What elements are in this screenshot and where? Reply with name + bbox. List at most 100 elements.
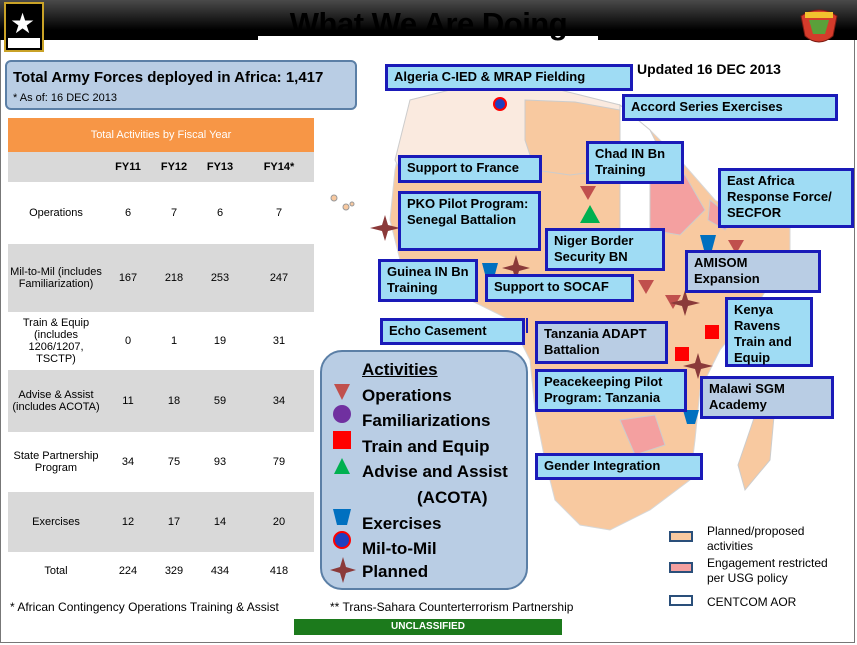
callout-echo: Echo Casement bbox=[380, 318, 525, 345]
cell-value: 418 bbox=[269, 565, 289, 577]
operations-marker bbox=[580, 186, 596, 200]
planned-marker bbox=[670, 290, 700, 316]
row-label: Advise & Assist (includes ACOTA) bbox=[12, 389, 100, 413]
callout-kenya: Kenya Ravens Train and Equip bbox=[725, 297, 813, 367]
row-label: State Partnership Program bbox=[13, 450, 99, 474]
table-caption: Total Activities by Fiscal Year bbox=[8, 118, 314, 152]
cell-value: 19 bbox=[213, 335, 227, 347]
title-underline-mask bbox=[258, 36, 598, 44]
cell-value: 17 bbox=[167, 516, 181, 528]
legend-item: Train and Equip bbox=[362, 437, 490, 456]
as-of-date: * As of: 16 DEC 2013 bbox=[13, 92, 117, 104]
cell-value: 14 bbox=[213, 516, 227, 528]
cell-value: 253 bbox=[210, 272, 230, 284]
column-header: FY11 bbox=[115, 161, 141, 173]
zimbabwe-region bbox=[619, 414, 666, 456]
operations-marker bbox=[665, 295, 681, 309]
cell-value: 93 bbox=[213, 456, 227, 468]
table-row: Mil-to-Mil (includes Familiarization) 16… bbox=[8, 244, 314, 312]
usaraf-patch-icon bbox=[800, 9, 838, 43]
planned-key-label: Planned/proposed activities bbox=[707, 524, 805, 553]
cell-value: 18 bbox=[167, 395, 181, 407]
restricted-key-label: Engagement restricted per USG policy bbox=[707, 556, 828, 585]
callout-algeria: Algeria C-IED & MRAP Fielding bbox=[385, 64, 633, 91]
cell-value: 11 bbox=[122, 395, 134, 407]
legend-heading: Activities bbox=[362, 360, 438, 379]
cell-value: 7 bbox=[170, 207, 178, 219]
exercise-marker bbox=[683, 410, 699, 424]
cell-value: 0 bbox=[124, 335, 132, 347]
table-total-row: Total 224 329 434 418 bbox=[8, 552, 314, 590]
cell-value: 75 bbox=[167, 456, 181, 468]
cell-value: 434 bbox=[210, 565, 230, 577]
table-header-blank bbox=[8, 152, 104, 182]
cell-value: 218 bbox=[164, 272, 184, 284]
cell-value: 34 bbox=[272, 395, 286, 407]
title-bar bbox=[0, 0, 857, 40]
train-equip-marker bbox=[705, 325, 719, 339]
column-header: FY13 bbox=[206, 161, 234, 173]
activities-legend: Activities Operations Familiarizations T… bbox=[320, 350, 528, 590]
table-row: Train & Equip (includes 1206/1207, TSCTP… bbox=[8, 312, 314, 370]
legend-item: Planned bbox=[362, 562, 429, 581]
planned-marker bbox=[683, 353, 713, 379]
total-forces-box: Total Army Forces deployed in Africa: 1,… bbox=[5, 60, 357, 110]
callout-pko-senegal: PKO Pilot Program: Senegal Battalion bbox=[398, 191, 541, 251]
cell-value: 20 bbox=[272, 516, 286, 528]
callout-tanzania-adapt: Tanzania ADAPT Battalion bbox=[535, 321, 668, 364]
table-row: Exercises 12 17 14 20 bbox=[8, 492, 314, 552]
army-star-icon: ★ bbox=[10, 8, 36, 39]
page-title: What We Are Doing bbox=[289, 6, 568, 41]
cell-value: 7 bbox=[275, 207, 283, 219]
callout-chad: Chad IN Bn Training bbox=[586, 141, 684, 184]
callout-east-africa: East Africa Response Force/ SECFOR bbox=[718, 168, 854, 228]
cell-value: 59 bbox=[213, 395, 227, 407]
familiarization-legend-icon bbox=[333, 405, 351, 423]
exercise-legend-icon bbox=[333, 509, 351, 525]
legend-item: Operations bbox=[362, 386, 452, 405]
callout-socaf: Support to SOCAF bbox=[485, 274, 634, 302]
centcom-key-swatch bbox=[669, 595, 693, 606]
activities-table: Total Activities by Fiscal Year FY11 FY1… bbox=[8, 118, 314, 590]
cell-value: 6 bbox=[124, 207, 132, 219]
row-label: Operations bbox=[29, 207, 83, 219]
cell-value: 329 bbox=[164, 565, 184, 577]
cell-value: 6 bbox=[216, 207, 224, 219]
planned-marker bbox=[370, 215, 400, 241]
callout-niger: Niger Border Security BN bbox=[545, 228, 665, 271]
army-logo: ★ bbox=[4, 2, 44, 52]
footnote-acota: * African Contingency Operations Trainin… bbox=[10, 600, 279, 614]
operations-marker bbox=[728, 240, 744, 254]
legend-item: Exercises bbox=[362, 514, 442, 533]
operations-marker bbox=[638, 280, 654, 294]
total-forces-label: Total Army Forces deployed in Africa: 1,… bbox=[13, 69, 324, 86]
mil-to-mil-marker bbox=[493, 97, 507, 111]
advise-assist-marker bbox=[580, 205, 600, 223]
legend-item: Advise and Assist bbox=[362, 462, 508, 481]
cell-value: 1 bbox=[170, 335, 178, 347]
legend-item: (ACOTA) bbox=[417, 488, 488, 507]
advise-assist-legend-icon bbox=[334, 458, 350, 474]
callout-connector bbox=[526, 318, 528, 333]
callout-malawi: Malawi SGM Academy bbox=[700, 376, 834, 419]
callout-pk-tanzania: Peacekeeping Pilot Program: Tanzania bbox=[535, 369, 687, 412]
mil-to-mil-legend-icon bbox=[333, 531, 351, 549]
updated-date: Updated 16 DEC 2013 bbox=[637, 61, 781, 77]
callout-accord: Accord Series Exercises bbox=[622, 94, 838, 121]
cell-value: 224 bbox=[118, 565, 138, 577]
legend-item: Familiarizations bbox=[362, 411, 491, 430]
restricted-key-swatch bbox=[669, 562, 693, 573]
classification-banner: UNCLASSIFIED bbox=[294, 619, 562, 635]
row-label: Train & Equip (includes 1206/1207, TSCTP… bbox=[22, 317, 90, 365]
table-header-row: FY11 FY12 FY13 FY14* bbox=[8, 152, 314, 182]
cape-verde-island bbox=[349, 201, 355, 207]
footnote-tsctp: ** Trans-Sahara Counterterrorism Partner… bbox=[330, 600, 574, 614]
callout-amisom: AMISOM Expansion bbox=[685, 250, 821, 293]
cell-value: 79 bbox=[272, 456, 286, 468]
centcom-key-label: CENTCOM AOR bbox=[707, 595, 797, 609]
table-row: State Partnership Program 34 75 93 79 bbox=[8, 432, 314, 492]
column-header: FY12 bbox=[160, 161, 188, 173]
row-label: Total bbox=[44, 565, 68, 577]
cell-value: 12 bbox=[121, 516, 135, 528]
callout-guinea: Guinea IN Bn Training bbox=[378, 259, 478, 302]
